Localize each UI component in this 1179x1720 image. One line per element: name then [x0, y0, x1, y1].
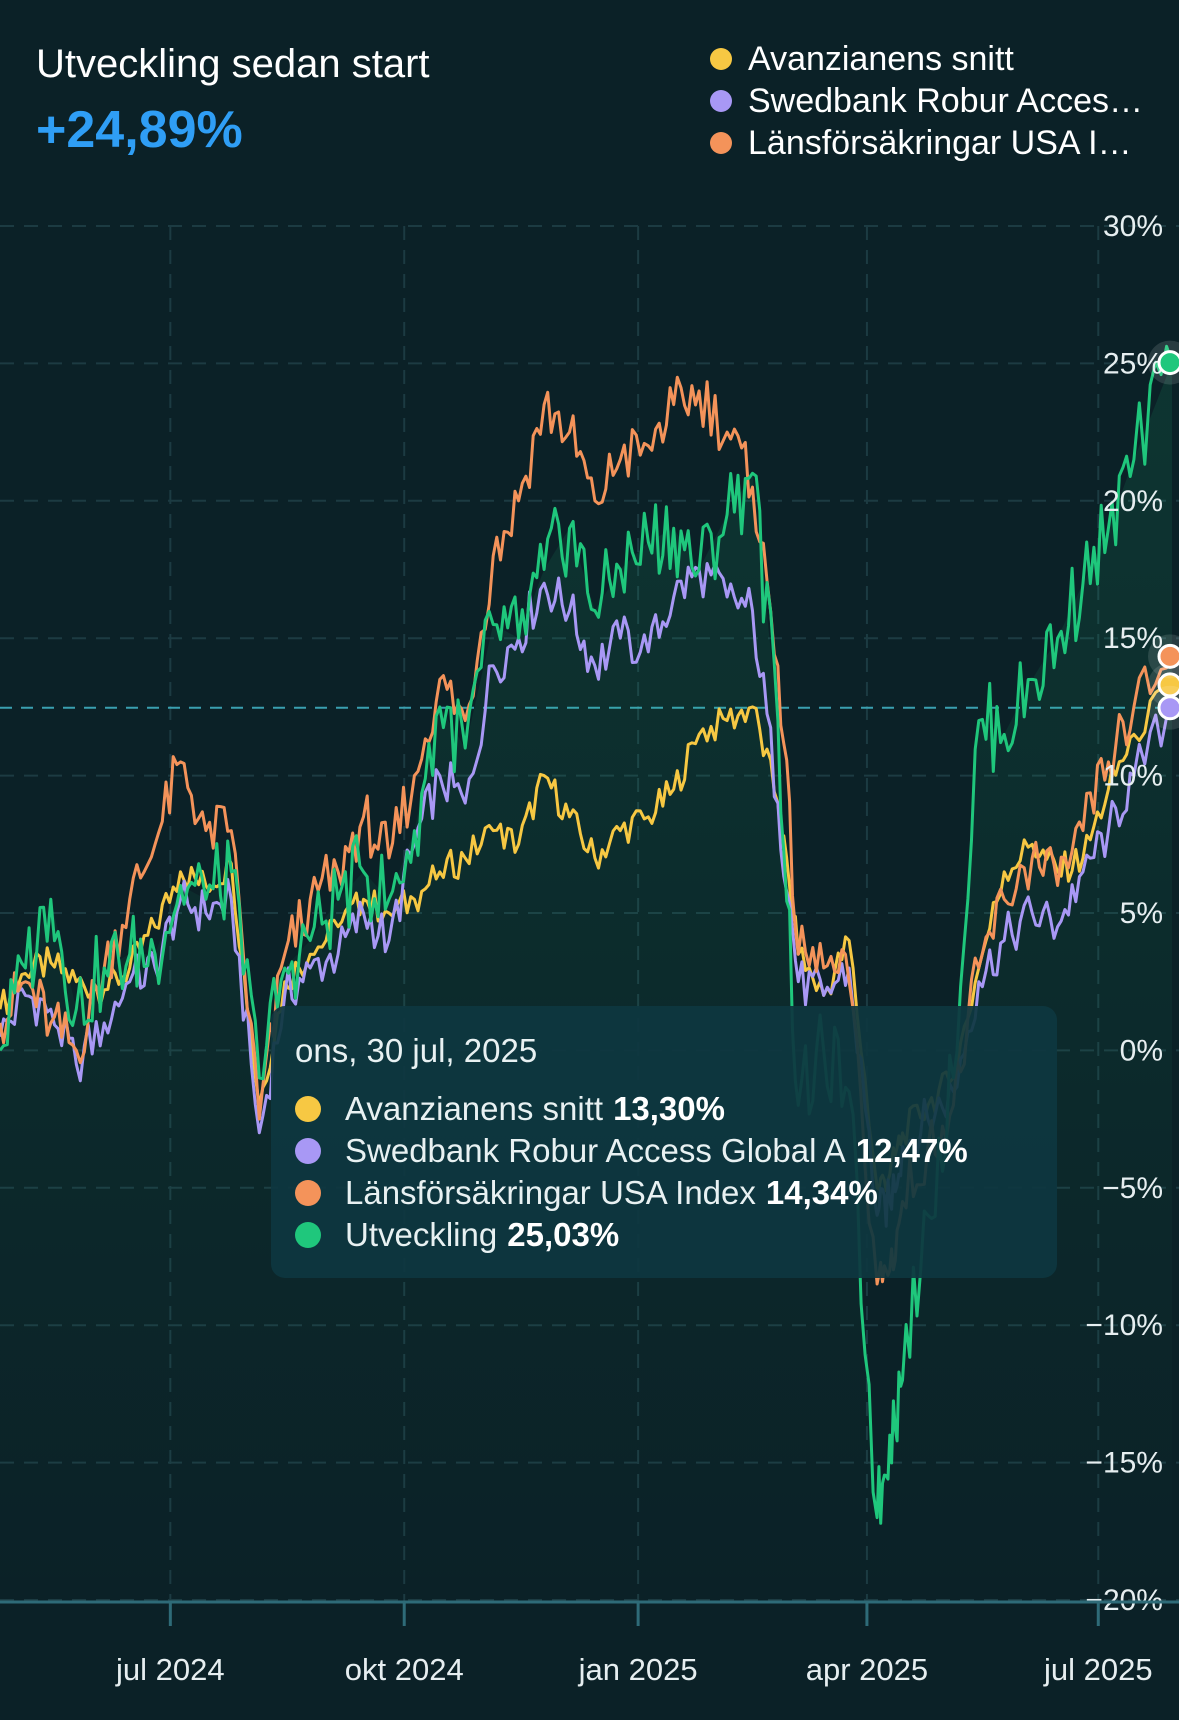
total-return-value: +24,89%	[36, 101, 243, 159]
legend-dot-lansforsakringar	[710, 132, 732, 154]
tooltip-dot	[295, 1180, 321, 1206]
tooltip-series-value: 12,47%	[855, 1132, 968, 1169]
y-tick-label: −10%	[1085, 1309, 1163, 1342]
y-tick-label: 20%	[1103, 485, 1163, 518]
y-tick-label: 30%	[1103, 210, 1163, 243]
chart-axes: 30%25%20%15%10%5%0%−5%−10%−15%−20%jul 20…	[0, 210, 1179, 1687]
tooltip-series-name: Swedbank Robur Access Global A	[345, 1132, 846, 1169]
y-tick-label: 5%	[1120, 897, 1163, 930]
tooltip-row-swedbank: Swedbank Robur Access Global A 12,47%	[295, 1132, 968, 1170]
series-line-utveckling	[0, 344, 1174, 1525]
x-tick-label: jul 2024	[115, 1652, 225, 1687]
tooltip-row-utveckling: Utveckling 25,03%	[295, 1216, 619, 1254]
y-tick-label: −5%	[1102, 1172, 1163, 1205]
legend-item-avanzianens[interactable]: Avanzianens snitt	[710, 38, 1150, 80]
series-lines	[0, 344, 1174, 1601]
x-tick-label: apr 2025	[806, 1652, 928, 1687]
end-marker-utveckling	[1148, 340, 1179, 385]
tooltip-series-name: Länsförsäkringar USA Index	[345, 1174, 756, 1211]
tooltip-row-lansforsakringar: Länsförsäkringar USA Index 14,34%	[295, 1174, 878, 1212]
end-marker-lansforsakringar	[1148, 634, 1179, 679]
end-marker-swedbank	[1148, 685, 1179, 730]
tooltip-series-name: Avanzianens snitt	[345, 1090, 604, 1127]
y-tick-label: 15%	[1103, 622, 1163, 655]
x-tick-label: okt 2024	[345, 1652, 464, 1687]
y-tick-label: 10%	[1103, 760, 1163, 793]
legend-item-swedbank[interactable]: Swedbank Robur Access Global A	[710, 80, 1150, 122]
tooltip-series-value: 25,03%	[507, 1216, 620, 1253]
tooltip-dot	[295, 1096, 321, 1122]
chart-tooltip: ons, 30 jul, 2025 Avanzianens snitt 13,3…	[271, 1006, 1057, 1278]
tooltip-row-avanzianens: Avanzianens snitt 13,30%	[295, 1090, 725, 1128]
x-tick-label: jan 2025	[578, 1652, 698, 1687]
y-tick-label: 0%	[1120, 1034, 1163, 1067]
tooltip-date: ons, 30 jul, 2025	[295, 1032, 538, 1069]
x-tick-label: jul 2025	[1043, 1652, 1153, 1687]
legend-dot-swedbank	[710, 90, 732, 112]
y-tick-label: −15%	[1085, 1447, 1163, 1480]
tooltip-series-value: 13,30%	[613, 1090, 725, 1127]
tooltip-dot	[295, 1222, 321, 1248]
tooltip-series-name: Utveckling	[345, 1216, 498, 1253]
utveckling-area	[0, 362, 1172, 1601]
tooltip-dot	[295, 1138, 321, 1164]
tooltip-series-value: 14,34%	[765, 1174, 878, 1211]
legend-dot-avanzianens	[710, 48, 732, 70]
legend-item-lansforsakringar[interactable]: Länsförsäkringar USA Index	[710, 122, 1150, 164]
chart-title: Utveckling sedan start	[36, 42, 430, 86]
y-tick-label: 25%	[1103, 347, 1163, 380]
chart-legend: Avanzianens snitt Swedbank Robur Access …	[710, 38, 1150, 164]
end-markers	[1148, 340, 1179, 730]
